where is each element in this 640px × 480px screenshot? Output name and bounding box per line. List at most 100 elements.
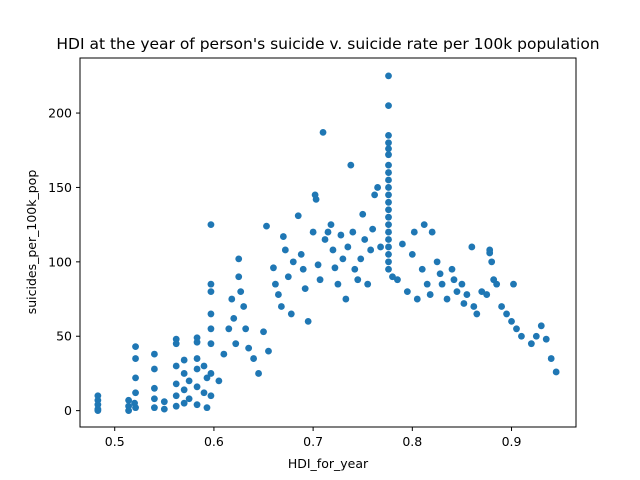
data-point [331, 264, 339, 272]
data-point [232, 340, 240, 348]
data-point [339, 255, 347, 263]
data-point [369, 225, 377, 233]
data-point [200, 362, 208, 370]
data-point [94, 407, 102, 415]
data-point [180, 386, 188, 394]
data-point [498, 303, 505, 310]
data-point [453, 288, 461, 295]
data-point [374, 184, 381, 191]
data-point [160, 405, 168, 413]
data-point [299, 265, 307, 273]
data-point [151, 404, 158, 412]
data-point [329, 246, 337, 254]
y-tick-label: 200 [48, 106, 72, 121]
data-point [518, 332, 525, 340]
data-point [354, 276, 362, 284]
data-point [207, 221, 215, 229]
data-point [263, 222, 270, 230]
data-point [349, 228, 357, 236]
data-point [351, 265, 359, 273]
data-point [385, 139, 392, 147]
data-point [420, 221, 428, 229]
data-point [410, 228, 418, 236]
x-tick-label: 0.5 [105, 434, 125, 449]
data-point [488, 258, 496, 266]
data-point [443, 295, 451, 303]
data-point [385, 265, 392, 273]
data-point [277, 303, 285, 310]
data-point [385, 243, 392, 251]
data-point [470, 303, 478, 310]
data-point [180, 399, 188, 407]
data-point [287, 310, 295, 318]
data-point [542, 335, 550, 343]
data-point [344, 243, 352, 251]
data-point [337, 231, 345, 239]
data-point [385, 258, 392, 266]
data-point [385, 184, 392, 191]
data-point [151, 384, 158, 392]
data-point [334, 280, 342, 288]
data-point [275, 291, 282, 298]
data-point [230, 314, 238, 322]
data-point [321, 236, 329, 243]
data-point [316, 276, 324, 284]
data-point [450, 276, 458, 284]
data-point [240, 303, 248, 310]
data-point [423, 280, 431, 288]
data-points [94, 72, 560, 415]
data-point [245, 344, 253, 352]
data-point [172, 380, 180, 388]
data-point [403, 288, 411, 295]
data-point [207, 392, 215, 400]
data-point [265, 347, 272, 355]
y-tick-label: 150 [48, 180, 72, 195]
data-point [314, 261, 322, 269]
x-axis-label: HDI_for_year [288, 456, 369, 471]
data-point [342, 295, 350, 303]
data-point [493, 280, 501, 288]
data-point [289, 258, 297, 266]
data-point [385, 191, 392, 199]
data-point [242, 325, 250, 333]
data-point [160, 398, 168, 406]
data-point [193, 365, 201, 373]
data-point [250, 355, 257, 362]
data-point [172, 362, 180, 370]
data-point [172, 402, 180, 410]
data-point [413, 295, 421, 303]
data-point [304, 317, 312, 325]
data-point [359, 210, 367, 218]
data-point [203, 404, 211, 412]
y-tick-label: 50 [56, 329, 72, 344]
data-point [297, 251, 305, 258]
chart-title: HDI at the year of person's suicide v. s… [56, 35, 599, 53]
data-point [237, 288, 245, 295]
data-point [284, 273, 292, 281]
data-point [327, 221, 335, 229]
data-point [207, 370, 215, 377]
x-tick-label: 0.7 [303, 434, 323, 449]
data-point [132, 343, 139, 351]
data-point [207, 288, 215, 295]
data-point [385, 131, 392, 139]
data-point [367, 246, 375, 254]
data-point [203, 374, 211, 382]
axis-ticks: 0.5 0.6 0.7 0.8 0.9 0 50 100 150 200 [48, 106, 521, 449]
data-point [220, 350, 228, 358]
data-point [193, 383, 201, 391]
data-point [385, 198, 392, 206]
data-point [270, 264, 277, 272]
data-point [436, 270, 444, 278]
data-point [193, 338, 201, 346]
y-tick-label: 100 [48, 254, 72, 269]
data-point [281, 246, 289, 254]
data-point [319, 129, 327, 136]
data-point [225, 325, 233, 333]
data-point [418, 265, 426, 273]
data-point [532, 332, 540, 340]
data-point [458, 280, 466, 288]
data-point [132, 355, 139, 362]
data-point [389, 273, 396, 281]
y-axis-label: suicides_per_100k_pop [24, 170, 39, 315]
